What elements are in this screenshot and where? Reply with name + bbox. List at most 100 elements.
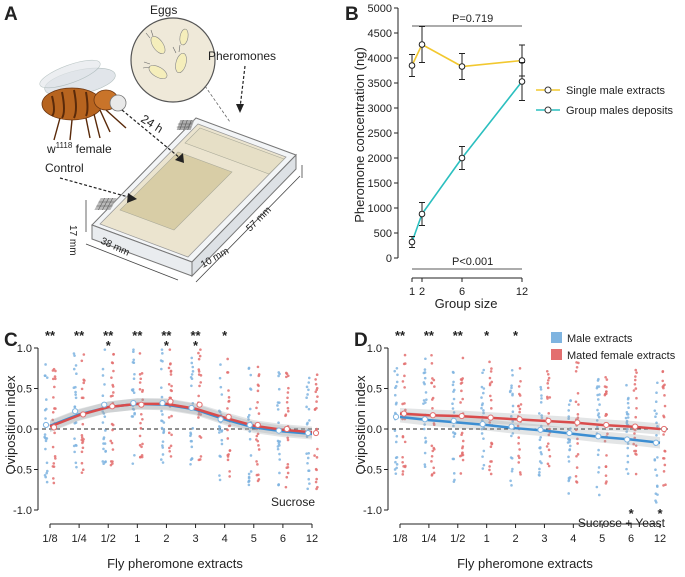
data-point: [249, 373, 253, 377]
data-point: [51, 418, 55, 422]
data-point: [488, 360, 491, 364]
ytick-label: 1.0: [17, 343, 32, 355]
data-point: [511, 467, 514, 471]
data-point: [73, 354, 76, 357]
data-point: [227, 399, 231, 403]
data-point: [257, 478, 261, 481]
significance-stars: **: [103, 328, 114, 343]
data-point: [548, 455, 552, 458]
data-point: [568, 448, 572, 451]
data-point: [199, 436, 203, 439]
b-ytick-label: 3500: [368, 78, 392, 90]
data-point: [80, 450, 84, 454]
data-point: [424, 401, 427, 404]
data-point: [403, 386, 406, 389]
data-point: [160, 367, 163, 371]
data-point: [656, 425, 659, 428]
data-point: [422, 399, 426, 402]
data-point: [430, 460, 433, 463]
data-point: [626, 397, 630, 401]
data-point: [481, 402, 484, 405]
mean-marker: [101, 401, 108, 408]
data-point: [626, 460, 630, 464]
b-ytick-label: 2500: [368, 128, 392, 140]
data-point: [488, 421, 492, 424]
data-point: [162, 431, 165, 435]
data-point: [81, 422, 85, 426]
xtick-label: 1/8: [42, 533, 57, 545]
data-point: [595, 419, 599, 422]
data-point: [424, 357, 427, 361]
data-point: [103, 348, 107, 351]
data-point: [546, 397, 549, 400]
data-point: [218, 474, 221, 477]
data-point: [663, 404, 667, 408]
data-point: [403, 402, 406, 405]
data-point: [661, 370, 665, 374]
data-point: [161, 352, 164, 355]
data-point: [422, 427, 426, 431]
data-point: [482, 463, 486, 467]
xtick-label: 2: [163, 533, 169, 545]
data-point: [664, 483, 667, 487]
data-point: [540, 416, 544, 420]
data-point: [197, 357, 201, 361]
data-point: [104, 429, 107, 432]
data-point: [53, 385, 56, 389]
data-point: [654, 400, 658, 404]
data-point: [459, 378, 463, 381]
data-point: [197, 394, 200, 398]
data-point: [635, 396, 638, 400]
data-point: [518, 471, 522, 474]
data-point: [546, 379, 550, 382]
data-point: [633, 382, 637, 386]
mean-marker: [217, 416, 224, 423]
data-point: [307, 388, 310, 392]
mean-marker: [574, 419, 581, 426]
ytick-label: 0.0: [367, 424, 382, 436]
significance-stars: *: [513, 328, 519, 343]
data-point: [139, 412, 143, 416]
data-point: [576, 453, 580, 456]
panel-c-label: C: [4, 330, 18, 351]
data-point: [44, 363, 47, 366]
data-point: [286, 391, 290, 394]
data-point: [72, 367, 76, 371]
mean-marker: [450, 417, 457, 424]
data-point: [81, 468, 85, 472]
data-point: [191, 401, 195, 405]
mean-marker: [304, 429, 312, 437]
panel-b-annotations: P=0.719 P<0.001: [412, 13, 522, 270]
data-point: [480, 427, 484, 431]
data-point: [52, 477, 55, 480]
data-point: [430, 362, 434, 365]
data-point: [111, 394, 114, 398]
data-point: [197, 416, 200, 419]
data-point: [305, 452, 308, 455]
data-point: [138, 373, 142, 376]
data-point: [307, 376, 311, 380]
data-point: [306, 461, 309, 465]
mean-marker: [595, 433, 602, 440]
data-point: [160, 395, 164, 399]
data-point: [315, 388, 319, 392]
data-point: [305, 405, 308, 409]
data-point: [567, 455, 570, 459]
xtick-label: 1/2: [450, 533, 465, 545]
data-point: [167, 382, 171, 386]
control-arrow: [59, 177, 133, 199]
data-point: [547, 376, 551, 380]
data-point: [133, 453, 136, 457]
data-point: [656, 485, 659, 488]
b-point: [408, 238, 416, 246]
data-point: [654, 499, 657, 502]
legend-swatch-male: [551, 332, 562, 343]
data-point: [247, 476, 251, 480]
data-point: [567, 438, 571, 441]
data-point: [217, 425, 221, 428]
data-point: [104, 450, 107, 453]
data-point: [308, 482, 311, 485]
data-point: [598, 393, 601, 396]
legend-single: Single male extracts: [566, 85, 666, 97]
data-point: [626, 413, 630, 416]
